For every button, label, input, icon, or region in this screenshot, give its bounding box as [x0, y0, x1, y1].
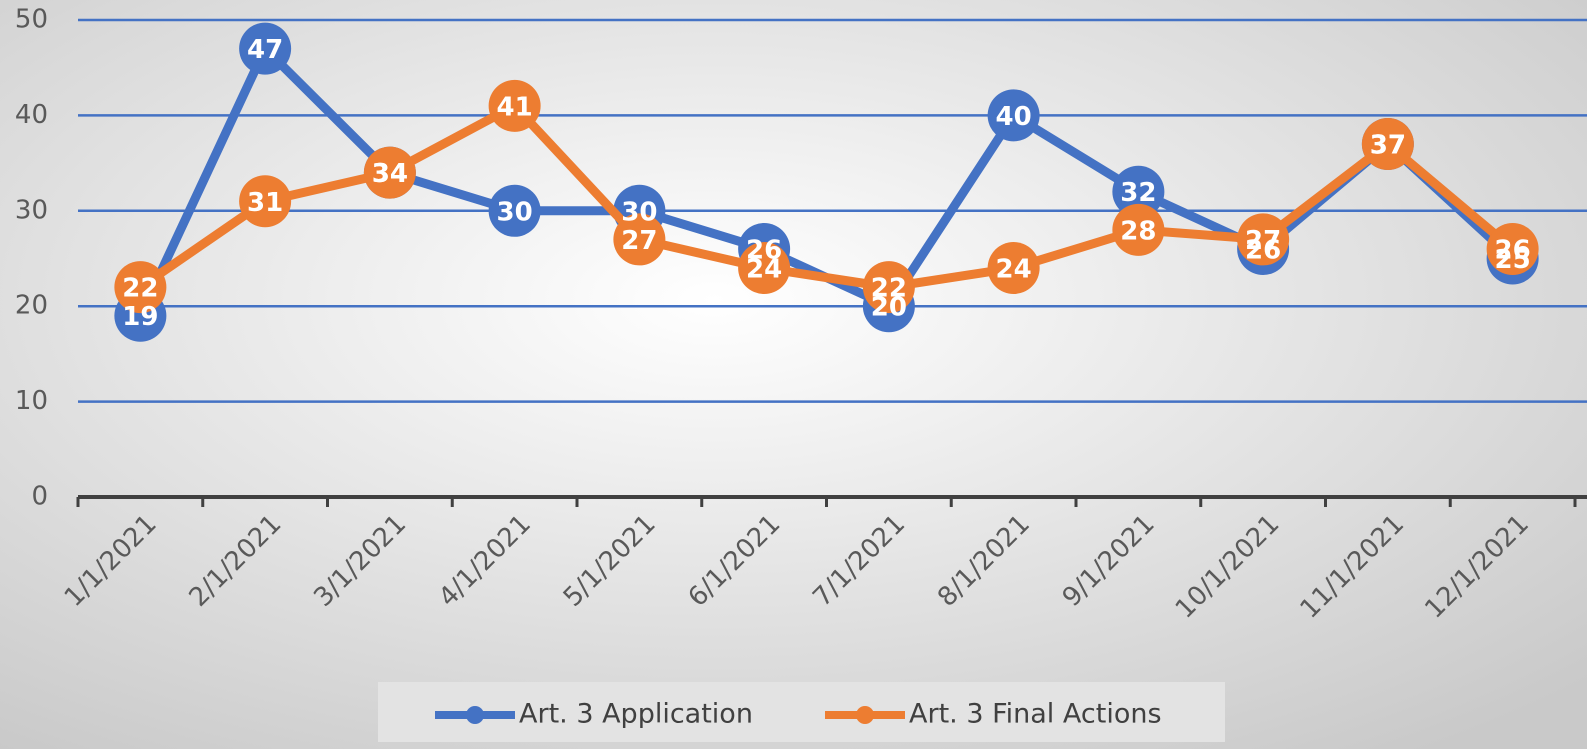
marker: [488, 79, 541, 132]
y-tick-label: 30: [15, 195, 48, 225]
legend-label: Art. 3 Final Actions: [909, 699, 1162, 730]
data-label: 25: [1495, 245, 1531, 275]
marker: [1486, 222, 1539, 275]
marker: [738, 242, 791, 295]
data-label: 20: [871, 293, 907, 323]
data-label: 32: [1120, 178, 1156, 208]
legend-label: Art. 3 Application: [519, 699, 753, 730]
marker: [114, 261, 167, 314]
data-label: 26: [1495, 235, 1531, 265]
data-label: 34: [372, 159, 408, 189]
y-tick-label: 10: [15, 386, 48, 416]
data-label: 22: [122, 274, 158, 304]
y-tick-label: 0: [31, 482, 48, 512]
marker: [239, 22, 292, 75]
marker: [239, 175, 292, 228]
data-label: 19: [122, 302, 158, 332]
data-label: 30: [497, 197, 533, 227]
marker: [613, 213, 666, 266]
data-label: 34: [372, 159, 408, 189]
data-label: 26: [746, 235, 782, 265]
data-label: 26: [1245, 235, 1281, 265]
marker: [987, 242, 1040, 295]
marker: [1112, 165, 1165, 218]
data-label: 24: [996, 255, 1032, 285]
marker: [488, 184, 541, 237]
data-label: 41: [497, 92, 533, 122]
data-label: 30: [621, 197, 657, 227]
data-label: 37: [1370, 131, 1406, 161]
legend-marker: [466, 706, 484, 724]
marker: [862, 261, 915, 314]
marker: [987, 89, 1040, 142]
data-label: 22: [871, 274, 907, 304]
data-label: 27: [621, 226, 657, 256]
y-tick-label: 40: [15, 100, 48, 130]
marker: [1361, 118, 1414, 171]
legend-marker: [856, 706, 874, 724]
marker: [363, 146, 416, 199]
data-label: 27: [1245, 226, 1281, 256]
data-label: 37: [1370, 131, 1406, 161]
data-label: 47: [247, 35, 283, 65]
marker: [1237, 213, 1290, 266]
marker: [1112, 203, 1165, 256]
y-tick-label: 50: [15, 5, 48, 35]
y-tick-label: 20: [15, 291, 48, 321]
legend-box: [378, 682, 1225, 742]
data-label: 40: [996, 102, 1032, 132]
data-label: 31: [247, 188, 283, 218]
data-label: 28: [1120, 216, 1156, 246]
data-label: 24: [746, 255, 782, 285]
